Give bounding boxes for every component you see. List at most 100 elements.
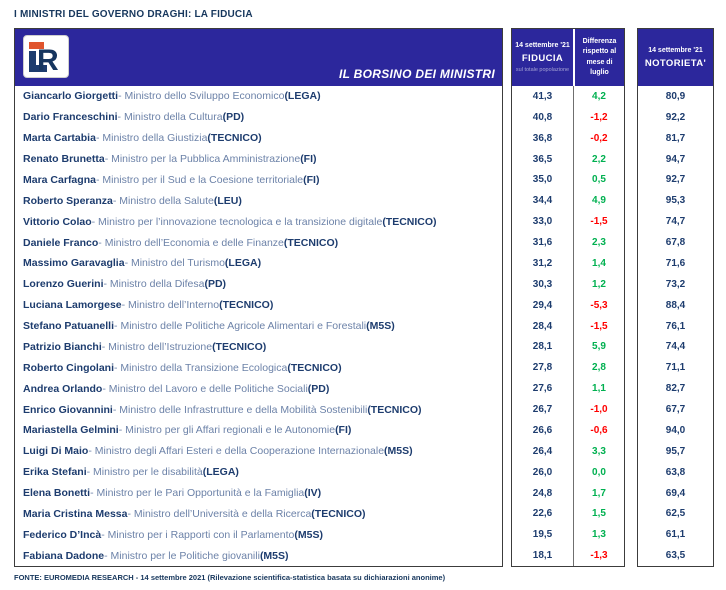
minister-row: Roberto Cingolani - Ministro della Trans… [15, 357, 502, 378]
notorieta-value: 71,1 [665, 362, 686, 374]
minister-role: - Ministro per le disabilità [86, 466, 203, 479]
minister-name: Federico D’Incà [23, 528, 102, 541]
fiducia-sublabel: sul totale popolazione [515, 67, 570, 73]
notorieta-value: 76,1 [665, 320, 686, 332]
differenza-value: 4,9 [592, 195, 606, 207]
minister-role: - Ministro degli Affari Esteri e della C… [88, 445, 385, 458]
minister-role: - Ministro delle Politiche Agricole Alim… [114, 320, 367, 333]
minister-role: - Ministro del Lavoro e delle Politiche … [102, 382, 308, 395]
notorieta-value: 94,7 [665, 153, 686, 165]
minister-role: - Ministro dello Sviluppo Economico [118, 90, 285, 103]
minister-name: Mariastella Gelmini [23, 424, 119, 437]
notorieta-value: 71,6 [665, 257, 686, 269]
minister-row: Mariastella Gelmini - Ministro per gli A… [15, 420, 502, 441]
ministers-table: R IL BORSINO DEI MINISTRI Giancarlo Gior… [14, 28, 503, 567]
notorieta-value: 63,8 [665, 466, 686, 478]
minister-role: - Ministro della Cultura [117, 111, 223, 124]
minister-role: - Ministro del Turismo [124, 257, 225, 270]
minister-row: Luigi Di Maio - Ministro degli Affari Es… [15, 441, 502, 462]
page-title: I MINISTRI DEL GOVERNO DRAGHI: LA FIDUCI… [14, 9, 253, 20]
differenza-value: 0,0 [592, 466, 606, 478]
notorieta-value: 61,1 [665, 529, 686, 541]
er-logo-icon: R [29, 41, 59, 75]
notorieta-value: 62,5 [665, 508, 686, 520]
minister-name: Renato Brunetta [23, 153, 105, 166]
minister-party: (LEGA) [202, 466, 239, 479]
notorieta-value: 67,8 [665, 237, 686, 249]
minister-name: Daniele Franco [23, 236, 99, 249]
minister-row: Erika Stefani - Ministro per le disabili… [15, 462, 502, 483]
notorieta-value: 82,7 [665, 383, 686, 395]
fiducia-differenza-block: 14 settembre '21 FIDUCIA sul totale popo… [511, 28, 625, 567]
minister-party: (TECNICO) [367, 403, 422, 416]
minister-name: Mara Carfagna [23, 173, 96, 186]
svg-text:R: R [37, 44, 59, 75]
notorieta-value: 73,2 [665, 278, 686, 290]
minister-row: Fabiana Dadone - Ministro per le Politic… [15, 545, 502, 566]
fiducia-value: 30,3 [532, 278, 553, 290]
notorieta-value: 94,0 [665, 424, 686, 436]
minister-role: - Ministro per gli Affari regionali e le… [118, 424, 336, 437]
banner-header: R IL BORSINO DEI MINISTRI [15, 29, 502, 86]
minister-party: (TECNICO) [283, 236, 339, 249]
fiducia-body: 41,3 40,8 36,8 36,5 35,0 34,4 33,0 31,6 31,2 30,3… [512, 86, 573, 566]
differenza-column: Differenza rispetto al mese di luglio 4,… [573, 29, 624, 566]
fiducia-column: 14 settembre '21 FIDUCIA sul totale popo… [512, 29, 573, 566]
fiducia-value: 18,1 [532, 550, 553, 562]
minister-row: Maria Cristina Messa - Ministro dell’Uni… [15, 504, 502, 525]
fiducia-value: 26,6 [532, 424, 553, 436]
differenza-value: 0,5 [592, 174, 606, 186]
differenza-value: -0,2 [590, 132, 608, 144]
minister-name: Lorenzo Guerini [23, 278, 104, 291]
minister-role: - Ministro della Transizione Ecologica [114, 361, 288, 374]
minister-party: (M5S) [259, 549, 289, 562]
minister-role: - Ministro per le Pari Opportunità e la … [90, 487, 305, 500]
notorieta-value: 95,7 [665, 445, 686, 457]
notorieta-value: 95,3 [665, 195, 686, 207]
minister-row: Roberto Speranza - Ministro della Salute… [15, 190, 502, 211]
differenza-value: -1,2 [590, 111, 608, 123]
notorieta-label: NOTORIETA' [644, 57, 707, 69]
minister-role: - Ministro della Salute [112, 194, 214, 207]
differenza-value: 3,3 [592, 445, 606, 457]
minister-role: - Ministro dell’Interno [121, 299, 220, 312]
minister-name: Massimo Garavaglia [23, 257, 125, 270]
minister-party: (PD) [222, 111, 245, 124]
names-body: Giancarlo Giorgetti - Ministro dello Svi… [15, 86, 502, 566]
minister-party: (M5S) [384, 445, 413, 458]
differenza-label: Differenza rispetto al mese di luglio [582, 38, 617, 76]
minister-party: (M5S) [294, 528, 323, 541]
differenza-value: 4,2 [592, 90, 606, 102]
minister-name: Vittorio Colao [23, 215, 92, 228]
minister-role: - Ministro delle Infrastrutture e della … [112, 403, 368, 416]
notorieta-block: 14 settembre '21 NOTORIETA' 80,9 92,2 81,7… [637, 28, 714, 567]
minister-name: Roberto Speranza [23, 194, 113, 207]
differenza-value: 1,2 [592, 278, 606, 290]
fiducia-value: 33,0 [532, 216, 553, 228]
fiducia-header: 14 settembre '21 FIDUCIA sul totale popo… [512, 29, 573, 86]
minister-role: - Ministro per i Rapporti con il Parlame… [101, 528, 295, 541]
notorieta-value: 92,7 [665, 174, 686, 186]
minister-row: Daniele Franco - Ministro dell’Economia … [15, 232, 502, 253]
notorieta-value: 92,2 [665, 111, 686, 123]
source-footer: FONTE: EUROMEDIA RESEARCH - 14 settembre… [14, 573, 446, 582]
differenza-value: 1,4 [592, 257, 606, 269]
fiducia-value: 22,6 [532, 508, 553, 520]
fiducia-value: 28,1 [532, 341, 553, 353]
fiducia-value: 36,8 [532, 132, 553, 144]
fiducia-value: 29,4 [532, 299, 553, 311]
minister-name: Enrico Giovannini [23, 403, 113, 416]
minister-row: Lorenzo Guerini - Ministro della Difesa … [15, 274, 502, 295]
minister-party: (FI) [303, 173, 320, 186]
minister-role: - Ministro dell’Economia e delle Finanze [98, 236, 284, 249]
minister-row: Patrizio Bianchi - Ministro dell’Istruzi… [15, 337, 502, 358]
minister-row: Giancarlo Giorgetti - Ministro dello Svi… [15, 86, 502, 107]
minister-party: (TECNICO) [207, 132, 262, 145]
minister-name: Andrea Orlando [23, 382, 103, 395]
minister-row: Stefano Patuanelli - Ministro delle Poli… [15, 316, 502, 337]
fiducia-value: 27,6 [532, 383, 553, 395]
minister-name: Luciana Lamorgese [23, 299, 122, 312]
differenza-value: 1,3 [592, 529, 606, 541]
minister-row: Luciana Lamorgese - Ministro dell’Intern… [15, 295, 502, 316]
notorieta-date: 14 settembre '21 [648, 46, 703, 54]
